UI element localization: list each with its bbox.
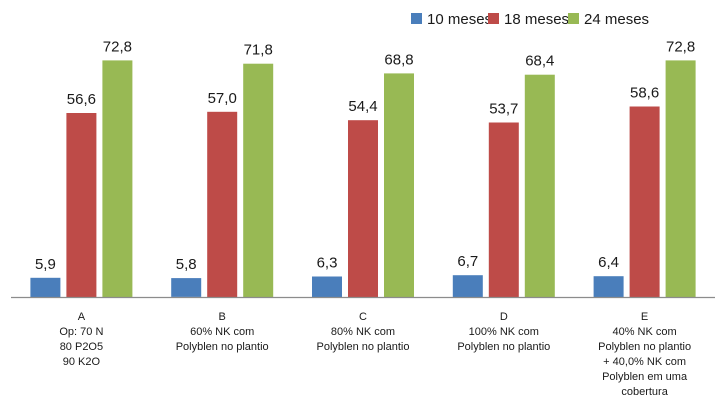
data-label-24-meses-b: 71,8: [244, 42, 273, 59]
bar-24-meses-a: [102, 60, 133, 298]
data-label-24-meses-a: 72,8: [103, 38, 132, 55]
bar-10-meses-e: [593, 276, 624, 297]
data-label-24-meses-c: 68,8: [384, 51, 413, 68]
legend-swatch-24-meses: [568, 13, 579, 24]
data-label-18-meses-a: 56,6: [67, 91, 96, 108]
legend-label-18-meses: 18 meses: [504, 11, 569, 28]
x-tick-label-d: D 100% NK com Polyblen no plantio: [457, 311, 550, 353]
x-tick-label-e: E 40% NK com Polyblen no plantio + 40,0% NK…: [598, 311, 691, 398]
x-tick-label-c: C 80% NK com Polyblen no plantio: [317, 311, 410, 353]
bar-10-meses-b: [171, 278, 202, 297]
data-label-18-meses-e: 58,6: [630, 85, 659, 102]
data-label-18-meses-d: 53,7: [489, 101, 518, 118]
data-label-10-meses-c: 6,3: [317, 255, 338, 272]
bar-10-meses-d: [452, 275, 483, 297]
bar-18-meses-e: [629, 106, 660, 297]
legend-label-10-meses: 10 meses: [427, 11, 492, 28]
data-label-10-meses-a: 5,9: [35, 256, 56, 273]
legend-label-24-meses: 24 meses: [584, 11, 649, 28]
bar-24-meses-d: [524, 74, 555, 297]
bar-24-meses-c: [384, 73, 414, 298]
data-label-10-meses-e: 6,4: [598, 254, 619, 271]
legend-swatch-18-meses: [488, 13, 499, 24]
bar-24-meses-b: [243, 63, 274, 298]
legend-item-18-meses: 18 meses: [488, 11, 569, 28]
legend-swatch-10-meses: [411, 13, 422, 24]
legend: 10 meses 18 meses 24 meses: [411, 11, 649, 28]
bar-24-meses-e: [665, 60, 696, 298]
bar-18-meses-d: [488, 122, 519, 297]
data-label-18-meses-b: 57,0: [208, 90, 237, 107]
legend-item-10-meses: 10 meses: [411, 11, 492, 28]
x-tick-label-a: A Op: 70 N 80 P2O5 90 K2O: [59, 311, 103, 368]
bar-18-meses-a: [66, 113, 97, 297]
bar-18-meses-c: [348, 120, 378, 297]
legend-item-24-meses: 24 meses: [568, 11, 649, 28]
data-label-18-meses-c: 54,4: [348, 98, 377, 115]
bar-10-meses-c: [312, 276, 342, 297]
data-label-24-meses-e: 72,8: [666, 38, 695, 55]
data-label-10-meses-b: 5,8: [176, 256, 197, 273]
x-tick-label-b: B 60% NK com Polyblen no plantio: [176, 311, 269, 353]
x-axis-labels: A Op: 70 N 80 P2O5 90 K2O B 60% NK com Polyble…: [59, 311, 691, 398]
data-label-24-meses-d: 68,4: [525, 53, 554, 70]
data-label-10-meses-d: 6,7: [457, 253, 478, 270]
bars: 5,9 56,6 72,8 5,8 57,0 71,8 6,3 54,4 68,8 6,7 53,7…: [30, 38, 696, 298]
bar-18-meses-b: [207, 111, 238, 298]
bar-10-meses-a: [30, 277, 61, 297]
